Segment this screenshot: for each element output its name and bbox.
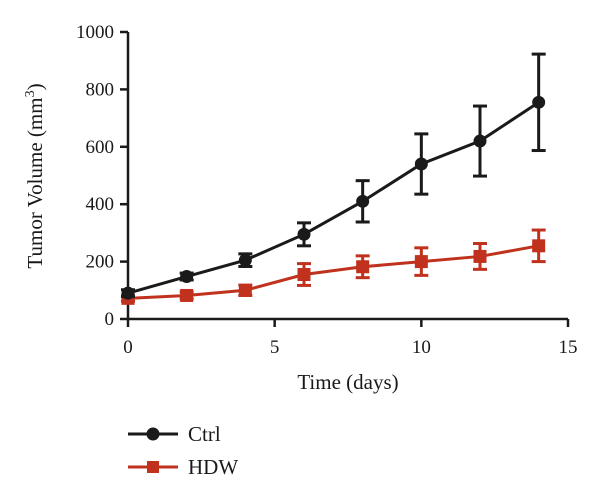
data-point-ctrl (414, 157, 428, 171)
data-point-ctrl (238, 253, 252, 267)
x-ticks: 0 5 10 15 (123, 319, 578, 358)
y-axis-title: Tumor Volume (mm3) (23, 83, 47, 268)
data-point-hdw (297, 268, 311, 282)
legend-item-ctrl: Ctrl (128, 422, 221, 446)
x-tick-label: 5 (270, 337, 280, 358)
data-point-hdw (238, 283, 252, 297)
legend-marker-hdw (147, 461, 159, 473)
data-point-ctrl (121, 286, 135, 300)
x-tick-label: 0 (123, 337, 133, 358)
data-point-ctrl (180, 270, 194, 284)
legend-item-hdw: HDW (128, 455, 238, 479)
y-axis-title-close: ) (23, 83, 47, 90)
data-point-hdw (532, 239, 546, 253)
y-tick-label: 1000 (76, 22, 114, 43)
data-point-ctrl (356, 194, 370, 208)
series-line-hdw (127, 244, 539, 300)
y-axis-title-main: Tumor Volume (mm (23, 97, 47, 268)
y-tick-label: 200 (86, 252, 115, 273)
series-line-ctrl (127, 101, 540, 295)
x-axis-title: Time (days) (297, 370, 398, 394)
data-point-ctrl (532, 95, 546, 109)
data-point-ctrl (473, 134, 487, 148)
legend: Ctrl HDW (128, 422, 238, 479)
axes (126, 32, 568, 321)
plot-series (121, 52, 546, 305)
legend-label-ctrl: Ctrl (188, 422, 221, 446)
series-hdw (121, 228, 546, 305)
data-point-hdw (180, 288, 194, 302)
series-ctrl (121, 52, 546, 300)
legend-marker-ctrl (146, 427, 160, 441)
x-tick-label: 15 (559, 337, 578, 358)
x-tick-label: 10 (412, 337, 431, 358)
data-point-ctrl (297, 227, 311, 241)
y-tick-label: 600 (86, 137, 115, 158)
y-tick-label: 0 (105, 309, 115, 330)
y-axis-title-superscript: 3 (23, 90, 38, 97)
data-point-hdw (473, 249, 487, 263)
legend-label-hdw: HDW (188, 455, 238, 479)
y-tick-label: 400 (86, 194, 115, 215)
data-point-hdw (356, 260, 370, 274)
data-point-hdw (414, 255, 428, 269)
y-tick-label: 800 (86, 79, 115, 100)
y-ticks: 0 200 400 600 800 1000 (76, 22, 128, 330)
